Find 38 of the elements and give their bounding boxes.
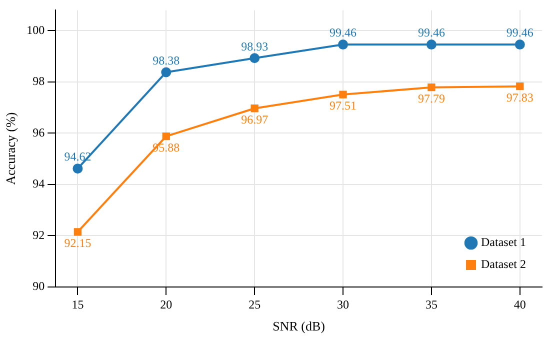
data-label: 92.15 — [64, 236, 92, 250]
y-tick-label: 96 — [32, 125, 45, 140]
data-label: 99.46 — [506, 26, 534, 40]
point — [338, 40, 348, 50]
point — [72, 164, 83, 174]
point — [161, 67, 172, 78]
x-axis-title: SNR (dB) — [272, 318, 325, 334]
point — [162, 132, 170, 140]
data-label: 97.83 — [506, 90, 534, 104]
data-label: 97.79 — [418, 92, 445, 106]
x-tick-label: 15 — [72, 297, 84, 312]
y-axis-title: Accuracy (%) — [3, 112, 18, 185]
x-tick-label: 25 — [248, 297, 261, 312]
y-tick-label: 100 — [26, 22, 45, 37]
x-tick-label: 30 — [337, 297, 350, 312]
x-tick-label: 20 — [160, 297, 172, 312]
data-label: 98.93 — [241, 39, 268, 54]
point — [516, 82, 524, 90]
legend-label: Dataset 2 — [481, 257, 526, 272]
data-label: 97.51 — [330, 98, 357, 113]
point — [339, 90, 347, 98]
x-tick-label: 35 — [425, 297, 438, 312]
point — [514, 40, 525, 50]
data-label: 99.46 — [418, 26, 445, 40]
point — [250, 104, 258, 112]
x-tick-label: 40 — [514, 297, 526, 312]
y-tick-label: 94 — [32, 176, 45, 191]
point — [428, 84, 436, 92]
point — [426, 40, 436, 50]
y-tick-label: 98 — [32, 74, 45, 88]
point — [74, 228, 82, 236]
y-tick-label: 92 — [32, 228, 45, 242]
data-label: 99.46 — [330, 26, 357, 40]
legend-label: Dataset 1 — [481, 235, 526, 250]
data-label: 96.97 — [241, 112, 268, 127]
point — [250, 53, 260, 64]
data-label: 98.38 — [152, 53, 180, 68]
y-tick-label: 90 — [32, 279, 45, 294]
